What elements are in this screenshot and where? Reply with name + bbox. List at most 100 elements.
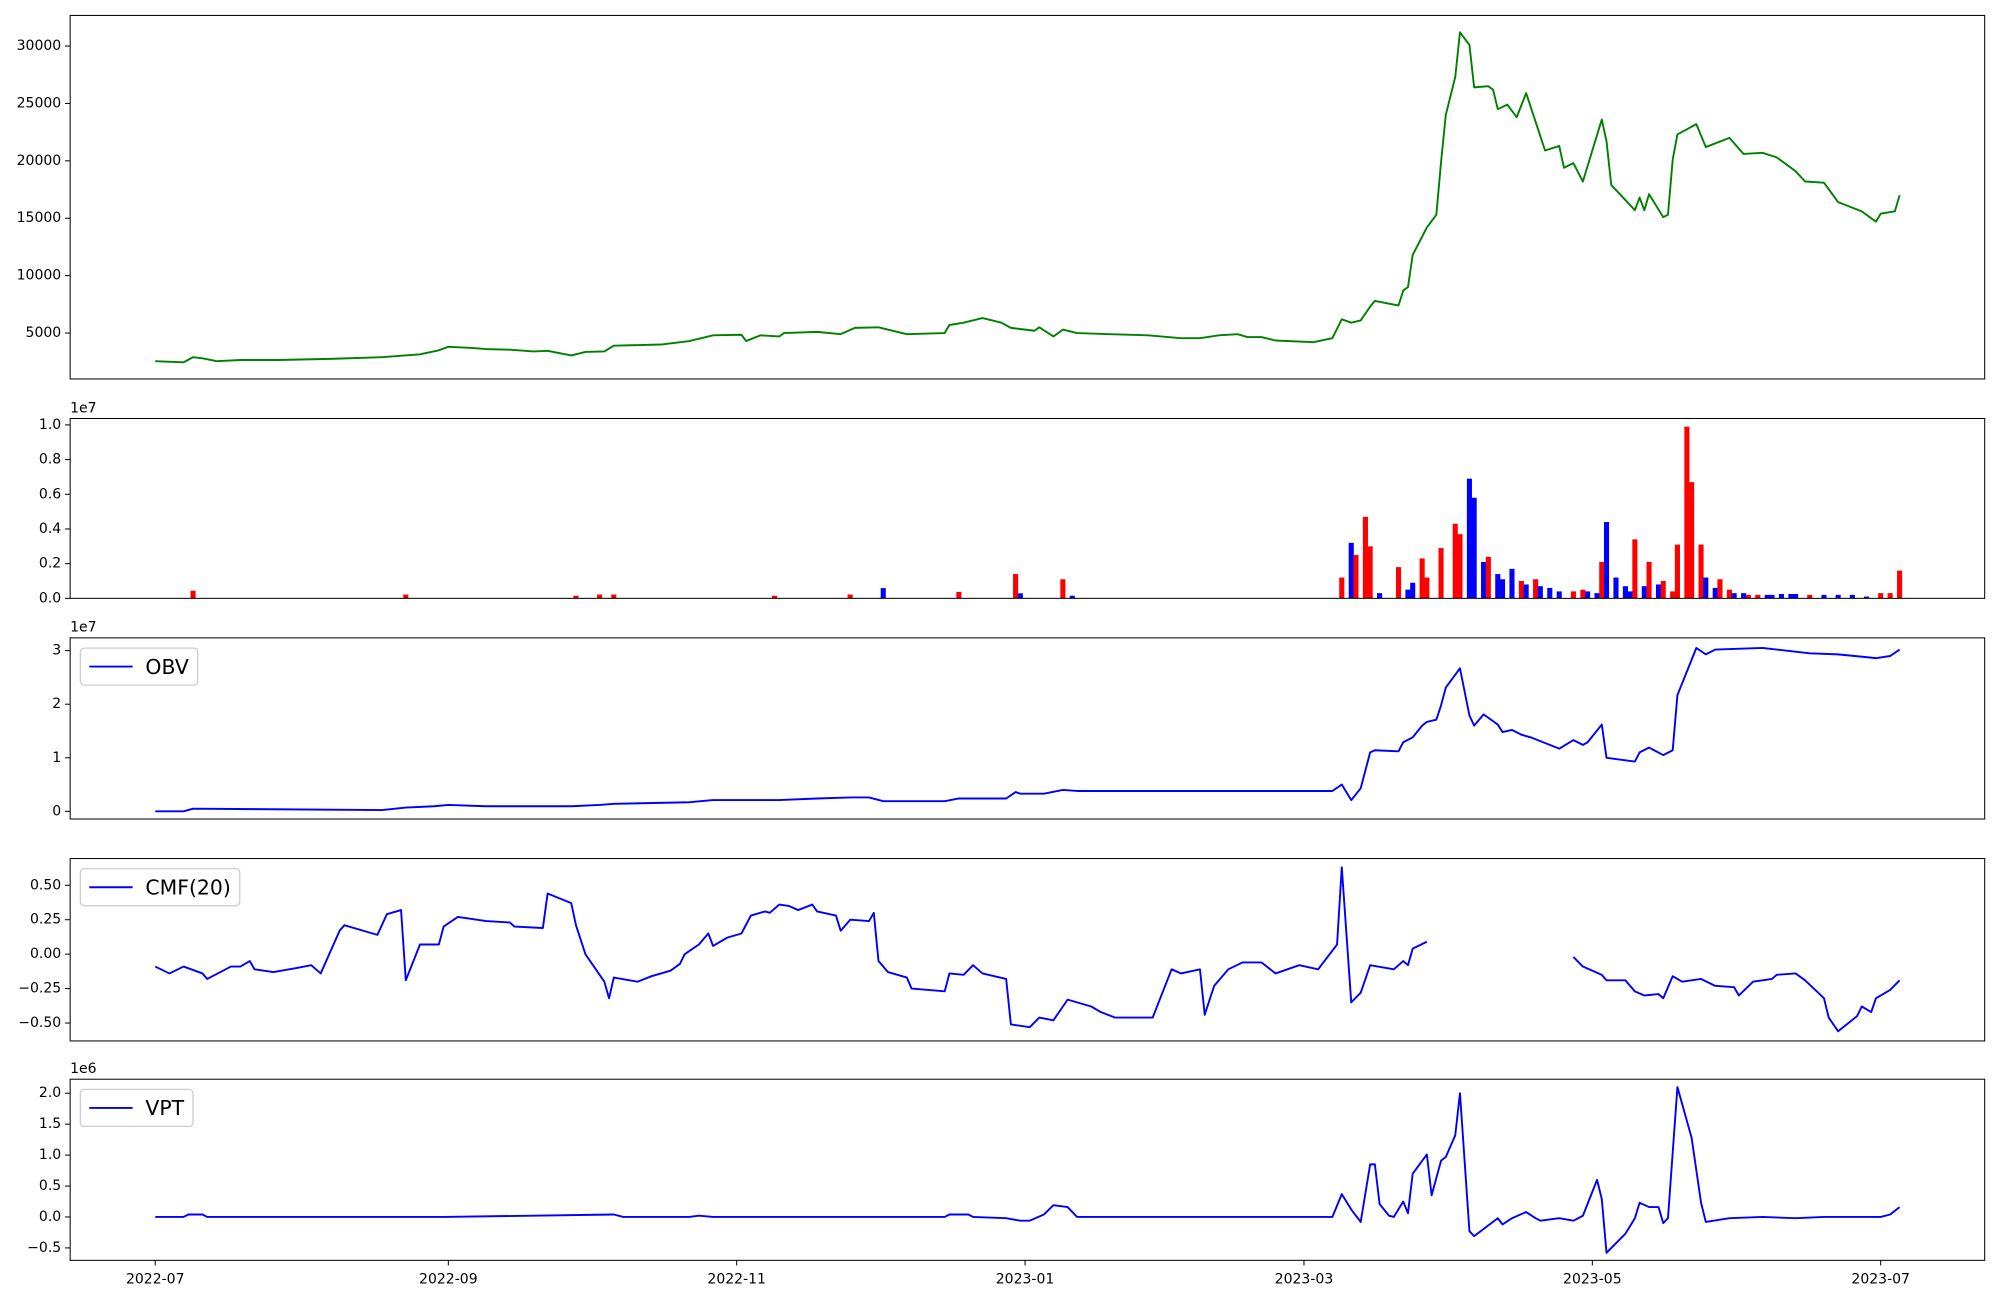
legend-box bbox=[79, 868, 241, 907]
bar bbox=[1353, 554, 1359, 599]
bar bbox=[573, 595, 579, 599]
axes-frame bbox=[69, 14, 1986, 380]
bar bbox=[1689, 482, 1695, 599]
legend-label: CMF(20) bbox=[145, 876, 230, 900]
bar bbox=[190, 590, 196, 599]
line bbox=[155, 31, 1901, 364]
panel: 0.0 0.2 0.4 0.6 0.8 1.0 1e7 bbox=[39, 400, 1986, 606]
bar bbox=[1599, 561, 1605, 599]
bar bbox=[1698, 544, 1704, 599]
y-tick-label: 25000 bbox=[17, 95, 62, 111]
y-tick-label: 20000 bbox=[17, 153, 62, 169]
bar bbox=[1410, 582, 1416, 599]
offset-label: 1e6 bbox=[70, 1061, 97, 1077]
y-tick-label: 0.8 bbox=[39, 452, 61, 468]
bar bbox=[1509, 568, 1515, 599]
bar bbox=[1395, 567, 1402, 599]
bar bbox=[1471, 497, 1477, 599]
y-tick-label: −0.5 bbox=[27, 1240, 61, 1256]
bar bbox=[1627, 591, 1633, 599]
y-tick-label: 0.25 bbox=[30, 912, 61, 928]
bar bbox=[1594, 593, 1600, 599]
bar bbox=[1457, 534, 1463, 599]
bar bbox=[1580, 589, 1586, 599]
panel: 0 1 2 3 1e7 OBV bbox=[52, 620, 1986, 820]
line bbox=[155, 647, 1901, 813]
line bbox=[154, 866, 1901, 1033]
bar bbox=[1821, 594, 1827, 599]
bar bbox=[1069, 595, 1075, 599]
legend-box bbox=[79, 647, 199, 686]
y-tick-label: 30000 bbox=[17, 38, 62, 54]
y-tick-label: 0.00 bbox=[30, 946, 61, 962]
y-tick-label: 5000 bbox=[26, 325, 62, 341]
bar bbox=[1755, 594, 1761, 599]
bar bbox=[1863, 596, 1870, 599]
y-tick-label: 0.2 bbox=[39, 556, 61, 572]
bar bbox=[1717, 579, 1723, 599]
bar bbox=[1613, 577, 1619, 599]
y-tick-label: 0 bbox=[52, 803, 61, 819]
offset-label: 1e7 bbox=[70, 620, 96, 636]
bar bbox=[1537, 586, 1543, 599]
bar bbox=[1897, 570, 1903, 599]
bar bbox=[1570, 591, 1576, 599]
x-tick-label: 2022-09 bbox=[419, 1271, 478, 1287]
bar bbox=[1060, 579, 1066, 599]
bar bbox=[1547, 587, 1553, 599]
bar bbox=[1348, 542, 1354, 599]
bar bbox=[1778, 594, 1784, 599]
bar bbox=[1641, 586, 1647, 599]
bar bbox=[1495, 574, 1501, 599]
bar bbox=[1807, 594, 1813, 599]
bar bbox=[1660, 580, 1666, 599]
y-tick-label: 1 bbox=[52, 750, 61, 766]
bar bbox=[1741, 593, 1747, 599]
bar bbox=[1793, 594, 1799, 599]
panel: −0.5 0.0 0.5 1.0 1.5 2.0 2022-07 2022-09 2022-11… bbox=[27, 1061, 1986, 1287]
bar bbox=[1655, 584, 1662, 599]
bar bbox=[1703, 577, 1709, 599]
y-tick-label: 3 bbox=[52, 643, 61, 659]
bar bbox=[1533, 579, 1539, 599]
bar bbox=[1485, 556, 1491, 599]
bar bbox=[1726, 589, 1732, 599]
legend: OBV bbox=[79, 647, 199, 686]
bar bbox=[1585, 591, 1591, 599]
offset-label: 1e7 bbox=[70, 400, 96, 416]
bar bbox=[1646, 561, 1652, 599]
bar bbox=[1731, 593, 1737, 599]
y-tick-label: 15000 bbox=[17, 210, 62, 226]
bar bbox=[1556, 591, 1562, 599]
y-tick-label: 0.6 bbox=[39, 486, 61, 502]
bar bbox=[611, 594, 617, 599]
bar bbox=[1405, 589, 1411, 599]
bar bbox=[1849, 594, 1855, 599]
y-tick-label: 2 bbox=[52, 696, 61, 712]
bar bbox=[847, 594, 853, 599]
bar bbox=[1788, 594, 1794, 599]
bar bbox=[1017, 593, 1023, 599]
x-tick-label: 2023-07 bbox=[1851, 1271, 1910, 1287]
y-tick-label: 0.5 bbox=[39, 1178, 61, 1194]
bar bbox=[1745, 594, 1751, 599]
y-tick-label: 1.0 bbox=[39, 417, 61, 433]
bar bbox=[1835, 594, 1841, 599]
bar bbox=[1452, 523, 1458, 599]
legend: VPT bbox=[79, 1088, 194, 1128]
line bbox=[155, 1086, 1901, 1254]
bar bbox=[1377, 593, 1383, 599]
bar bbox=[1339, 577, 1345, 599]
legend: CMF(20) bbox=[79, 868, 241, 907]
x-tick-label: 2023-01 bbox=[996, 1271, 1055, 1287]
bar bbox=[1424, 577, 1430, 599]
bar bbox=[1632, 539, 1638, 599]
bar bbox=[1603, 522, 1610, 599]
axes-frame bbox=[69, 637, 1986, 820]
bar bbox=[597, 594, 603, 599]
axes-frame bbox=[69, 858, 1986, 1042]
bar bbox=[771, 595, 778, 599]
bar bbox=[1764, 594, 1770, 599]
bar bbox=[1013, 574, 1019, 599]
